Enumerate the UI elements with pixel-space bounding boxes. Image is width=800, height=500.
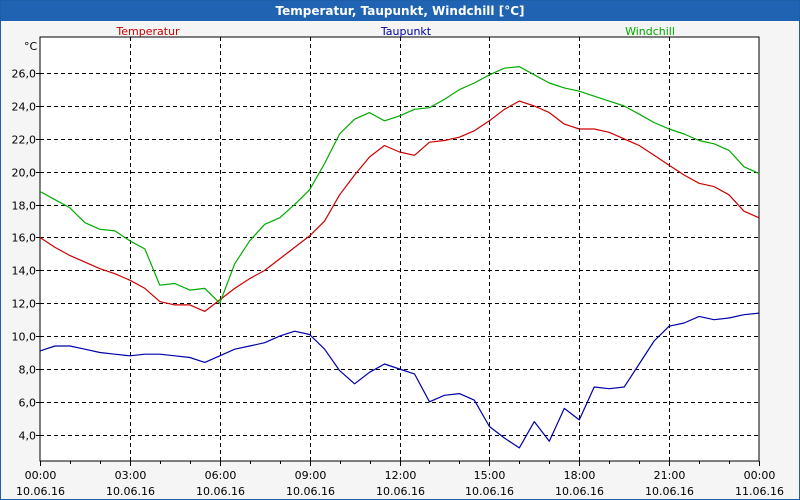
y-tick-label: 8,0 <box>19 364 37 377</box>
y-tick-label: 22,0 <box>12 134 37 147</box>
series-line-temperatur <box>39 100 760 312</box>
grid-lines <box>40 37 759 461</box>
series-lines <box>39 65 760 449</box>
y-tick-label: 10,0 <box>12 331 37 344</box>
x-tick-date: 10.06.16 <box>376 485 425 498</box>
x-tick-time: 06:00 <box>205 469 237 482</box>
x-tick-date: 10.06.16 <box>645 485 694 498</box>
x-tick-date: 11.06.16 <box>735 485 784 498</box>
y-tick-label: 6,0 <box>19 397 37 410</box>
x-tick-time: 00:00 <box>25 469 57 482</box>
x-tick-time: 03:00 <box>115 469 147 482</box>
y-unit-label: °C <box>24 40 38 53</box>
window-title: Temperatur, Taupunkt, Windchill [°C] <box>1 1 799 21</box>
x-tick-date: 10.06.16 <box>16 485 65 498</box>
y-tick-label: 26,0 <box>12 68 37 81</box>
series-line-taupunkt <box>39 312 760 449</box>
x-tick-date: 10.06.16 <box>106 485 155 498</box>
x-tick-time: 21:00 <box>654 469 686 482</box>
y-tick-label: 20,0 <box>12 167 37 180</box>
x-tick-time: 15:00 <box>474 469 506 482</box>
x-tick-time: 09:00 <box>295 469 327 482</box>
x-tick-time: 18:00 <box>564 469 596 482</box>
y-tick-label: 12,0 <box>12 298 37 311</box>
y-tick-label: 16,0 <box>12 232 37 245</box>
y-tick-label: 18,0 <box>12 200 37 213</box>
plot-area <box>39 36 760 462</box>
y-tick-label: 4,0 <box>19 430 37 443</box>
legend-label-taupunkt: Taupunkt <box>380 25 432 38</box>
x-tick-date: 10.06.16 <box>465 485 514 498</box>
x-tick-date: 10.06.16 <box>286 485 335 498</box>
x-tick-date: 10.06.16 <box>196 485 245 498</box>
x-tick-time: 12:00 <box>385 469 417 482</box>
x-tick-time: 00:00 <box>744 469 776 482</box>
series-line-windchill <box>39 65 760 304</box>
x-tick-date: 10.06.16 <box>555 485 604 498</box>
legend: Temperatur Taupunkt Windchill <box>115 25 675 38</box>
axis-ticks: 4,0 6,0 8,0 10,0 12,0 14,0 16,0 18,0 20,0 22,0 24,… <box>12 68 784 499</box>
y-tick-label: 24,0 <box>12 101 37 114</box>
legend-label-temperatur: Temperatur <box>115 25 180 38</box>
legend-label-windchill: Windchill <box>625 25 675 38</box>
y-tick-label: 14,0 <box>12 265 37 278</box>
